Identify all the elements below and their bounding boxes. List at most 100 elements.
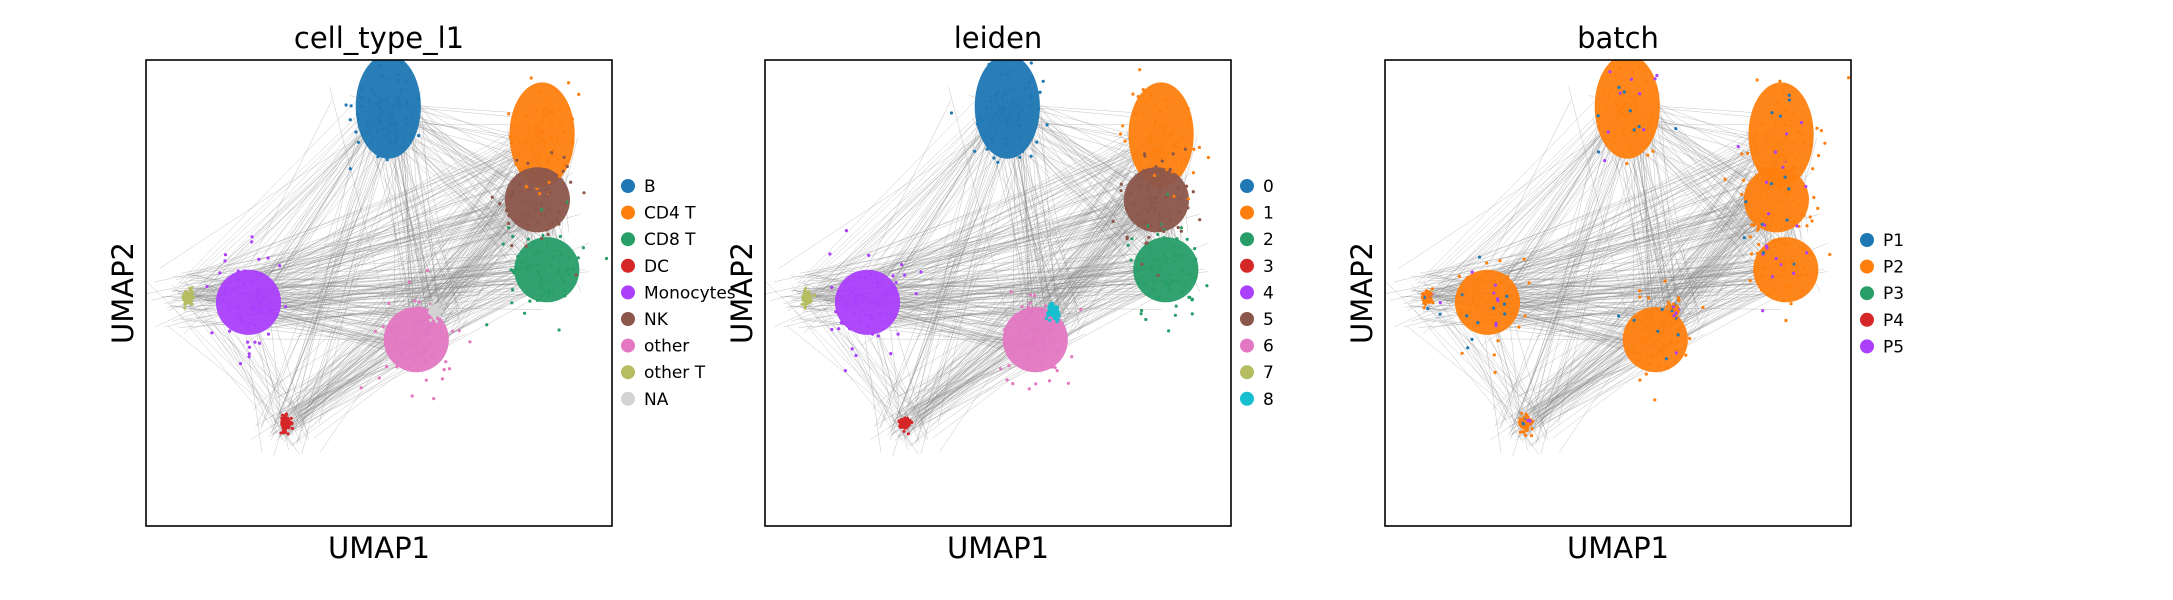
cell-point (1808, 252, 1812, 256)
legend-marker (621, 232, 635, 247)
cell-point (1657, 364, 1661, 368)
cell-point (1048, 318, 1052, 322)
cell-point (1177, 210, 1181, 214)
cell-point (1755, 78, 1759, 82)
cell-point (894, 280, 898, 285)
cell-point (1172, 245, 1176, 249)
cell-point (1470, 337, 1474, 341)
cell-point (417, 300, 421, 304)
cell-point (444, 360, 448, 364)
cell-point (830, 327, 834, 332)
cell-point (1047, 328, 1051, 332)
cell-point (1776, 101, 1780, 106)
cell-point (1774, 223, 1778, 227)
cell-point (1029, 326, 1033, 330)
cell-point (1801, 131, 1805, 135)
cell-point (411, 335, 415, 339)
cell-point (830, 285, 834, 290)
cell-point (1620, 93, 1624, 97)
cell-point (1498, 259, 1502, 263)
cell-point (1673, 308, 1677, 312)
cell-points (800, 60, 1210, 436)
cell-point (1176, 145, 1180, 149)
cell-point (1036, 107, 1040, 111)
cell-point (1531, 419, 1535, 423)
cell-point (524, 244, 528, 248)
cell-point (1485, 261, 1489, 265)
cell-point (517, 182, 522, 186)
cell-point (1620, 105, 1624, 109)
cell-point (1131, 92, 1135, 96)
cell-point (1760, 274, 1764, 278)
cell-point (509, 268, 513, 272)
cell-point (370, 88, 374, 92)
cell-point (1781, 172, 1785, 176)
cell-point (400, 346, 404, 350)
cell-point (438, 307, 442, 311)
cell-point (247, 352, 251, 356)
cell-point (1044, 316, 1048, 320)
cell-point (1006, 72, 1010, 76)
cell-point (1619, 108, 1623, 112)
cell-point (253, 270, 258, 274)
cluster-blob (1002, 307, 1068, 373)
cell-point (1047, 337, 1051, 341)
cell-point (1492, 353, 1496, 357)
cell-point (1173, 253, 1177, 257)
cell-point (1040, 340, 1045, 344)
cell-point (841, 321, 845, 325)
cell-point (270, 307, 274, 311)
cell-point (1055, 369, 1059, 373)
cell-point (1676, 317, 1680, 322)
cell-point (1784, 285, 1789, 289)
cell-point (1656, 337, 1660, 341)
cell-point (1655, 73, 1659, 78)
cell-point (1042, 334, 1046, 339)
legend-label: NK (644, 310, 669, 330)
cell-point (1166, 288, 1171, 292)
cell-point (407, 280, 411, 284)
cell-point (373, 329, 378, 333)
cell-point (999, 367, 1003, 371)
cell-point (850, 347, 854, 351)
cell-point (548, 102, 552, 106)
cell-point (1528, 419, 1532, 423)
cell-point (558, 234, 562, 239)
cell-point (1675, 340, 1680, 344)
panel-cell-type: cell_type_l1 UMAP1 UMAP2 B CD4 T CD8 T DC Mo… (106, 21, 736, 565)
cell-point (529, 263, 533, 267)
cell-point (875, 286, 879, 290)
cell-point (1652, 94, 1656, 98)
cell-point (1523, 314, 1527, 318)
cell-point (249, 280, 253, 284)
cell-point (422, 308, 426, 312)
cell-point (189, 289, 193, 293)
cell-point (1059, 346, 1063, 350)
cell-point (1172, 194, 1176, 198)
cell-point (205, 284, 209, 289)
cell-point (1164, 280, 1168, 284)
cell-point (1640, 319, 1644, 323)
cell-point (1648, 362, 1652, 366)
cluster-blob (1622, 307, 1688, 373)
cell-point (1597, 150, 1601, 154)
cell-point (257, 341, 261, 345)
legend-label: P2 (1883, 258, 1904, 278)
cell-point (1777, 274, 1781, 278)
cell-point (183, 306, 187, 310)
cell-point (1125, 207, 1129, 211)
cell-point (404, 117, 408, 121)
cell-point (468, 340, 472, 344)
cell-point (425, 268, 430, 273)
cell-point (541, 110, 545, 114)
cell-point (1054, 346, 1058, 350)
legend-marker (621, 338, 635, 353)
cell-point (1015, 341, 1019, 345)
cell-point (223, 290, 227, 294)
cell-point (1642, 128, 1646, 132)
cell-point (515, 158, 519, 162)
cell-point (1650, 355, 1654, 359)
cell-point (419, 352, 424, 356)
legend-label: 3 (1263, 257, 1274, 277)
cell-point (1621, 112, 1625, 116)
